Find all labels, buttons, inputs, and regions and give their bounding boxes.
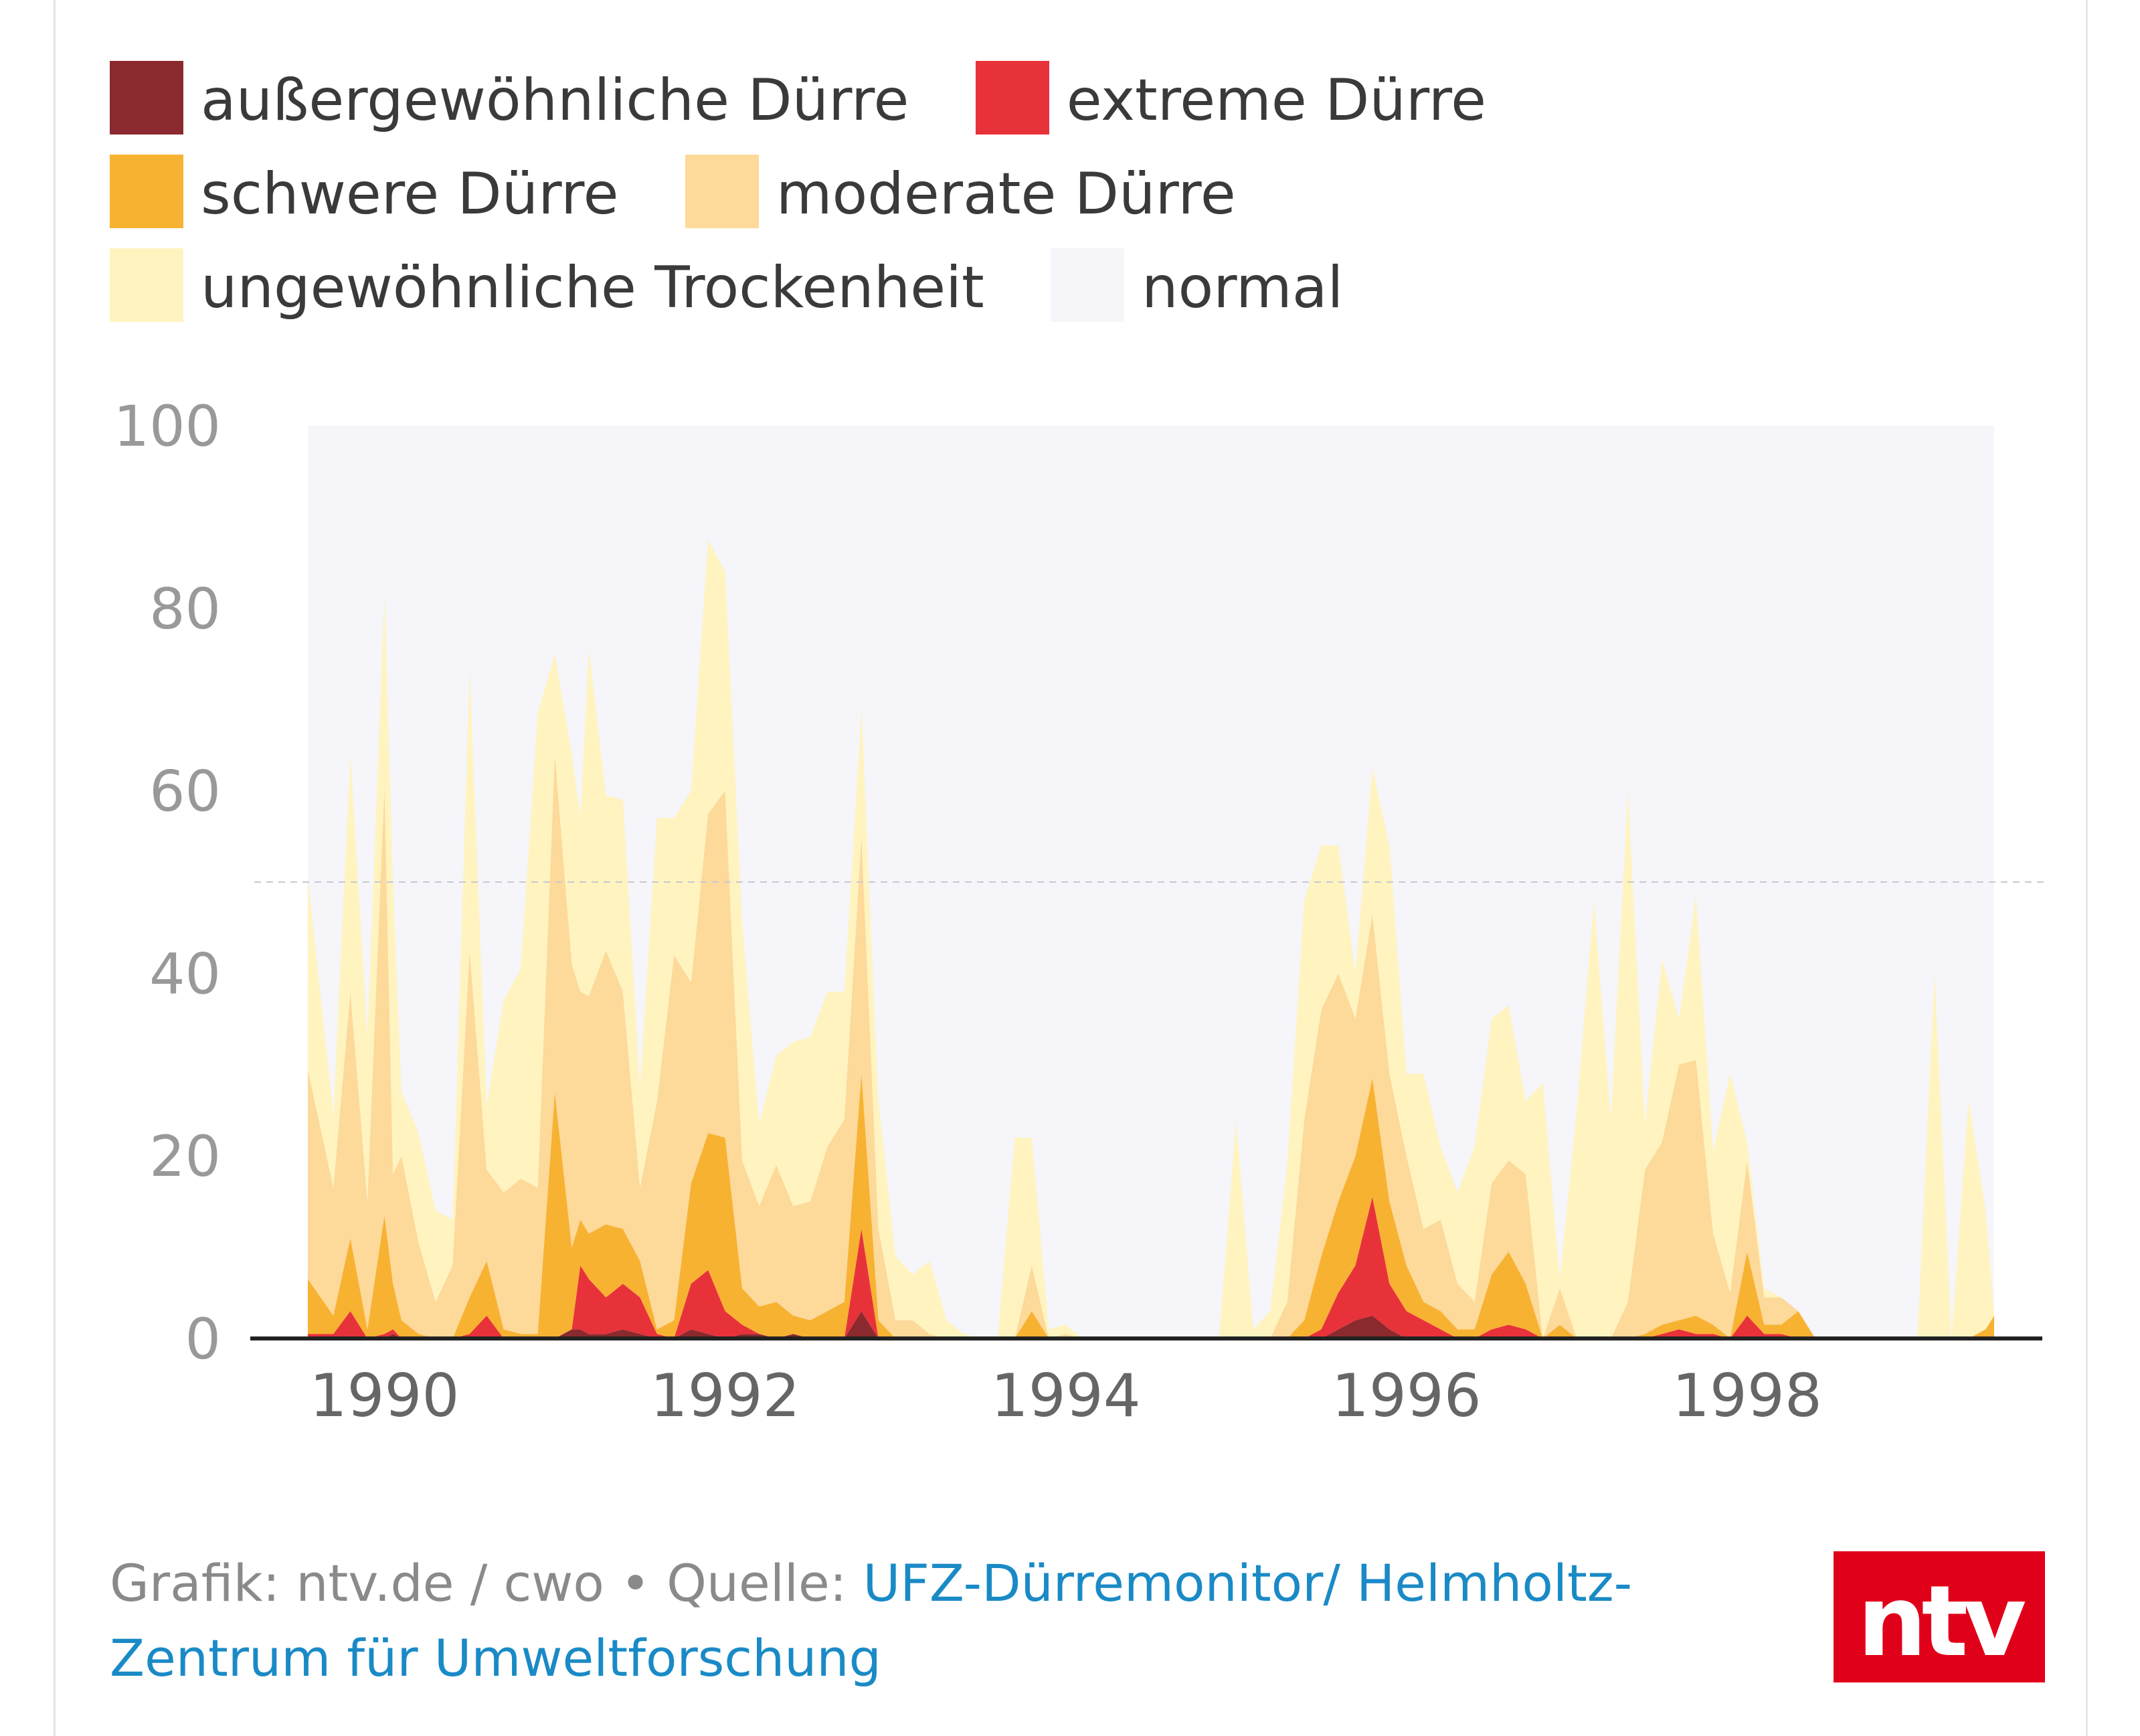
legend-swatch: [975, 61, 1049, 135]
legend-label: schwere Dürre: [201, 161, 619, 228]
legend-swatch: [110, 155, 183, 228]
legend: außergewöhnliche Dürre extreme Dürre sch…: [110, 54, 1890, 335]
legend-item-extreme-duerre: extreme Dürre: [975, 54, 1487, 147]
legend-label: ungewöhnliche Trockenheit: [201, 254, 984, 321]
area-series-2: [308, 1073, 1994, 1338]
footer-credit: Grafik: ntv.de / cwo • Quelle: UFZ-Dürre…: [110, 1546, 1689, 1696]
x-tick-label: 1990: [310, 1361, 460, 1430]
x-tick-label: 1992: [650, 1361, 800, 1430]
chart-card: [54, 0, 2088, 1736]
legend-item-moderate-duerre: moderate Dürre: [685, 147, 1236, 241]
y-tick-label: 60: [149, 759, 221, 824]
y-tick-label: 20: [149, 1124, 221, 1189]
y-tick-label: 40: [149, 941, 221, 1007]
y-tick-label: 0: [185, 1306, 221, 1372]
legend-item-normal: normal: [1051, 241, 1343, 335]
legend-swatch: [685, 155, 759, 228]
legend-label: normal: [1142, 254, 1344, 321]
legend-swatch: [110, 248, 183, 322]
logo-text: ntv: [1857, 1565, 2027, 1678]
legend-item-schwere-duerre: schwere Dürre: [110, 147, 619, 241]
legend-swatch: [1051, 248, 1125, 322]
area-series-3: [308, 754, 1994, 1338]
source-link[interactable]: UFZ-Dürremonitor/ Helmholtz-Zentrum für …: [110, 1553, 1633, 1688]
x-tick-label: 1998: [1672, 1361, 1822, 1430]
legend-item-ungewoehnliche-trockenheit: ungewöhnliche Trockenheit: [110, 241, 984, 335]
x-tick-label: 1994: [991, 1361, 1141, 1430]
credit-text: Grafik: ntv.de / cwo • Quelle:: [110, 1553, 863, 1613]
legend-label: außergewöhnliche Dürre: [201, 67, 909, 134]
ntv-logo: ntv: [1834, 1551, 2045, 1682]
legend-label: extreme Dürre: [1066, 67, 1487, 134]
y-tick-label: 80: [149, 576, 221, 642]
legend-label: moderate Dürre: [776, 161, 1236, 228]
area-series-4: [308, 539, 1994, 1338]
legend-swatch: [110, 61, 183, 135]
y-tick-label: 100: [114, 394, 221, 459]
legend-item-aussergewoehnliche-duerre: außergewöhnliche Dürre: [110, 54, 909, 147]
x-tick-label: 1996: [1332, 1361, 1482, 1430]
